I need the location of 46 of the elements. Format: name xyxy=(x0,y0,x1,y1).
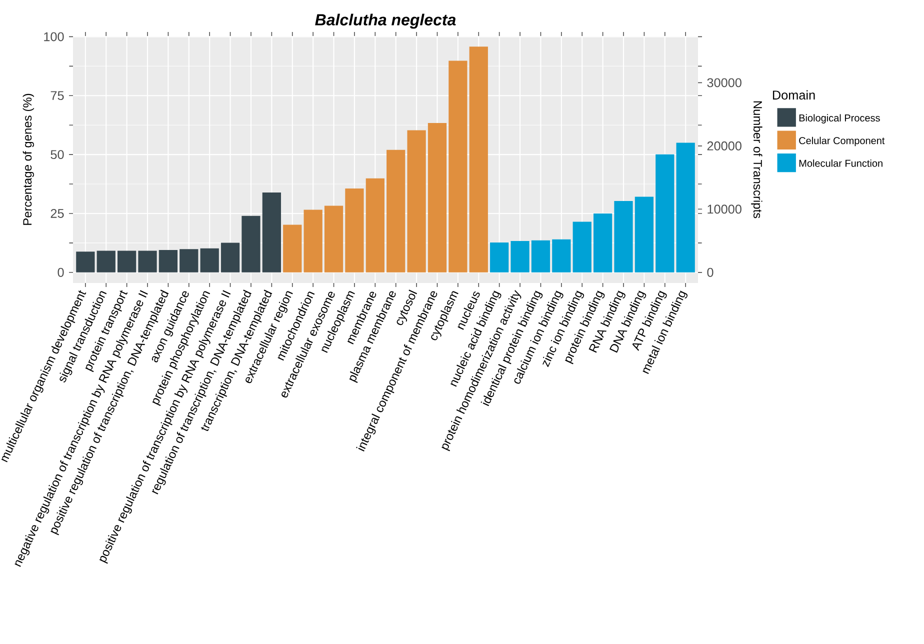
bar xyxy=(428,122,447,272)
legend-label: Biological Process xyxy=(799,114,880,124)
y2-tick-label: 0 xyxy=(707,268,714,277)
bar xyxy=(138,250,157,272)
bar xyxy=(656,154,674,272)
bar xyxy=(614,200,633,272)
y-tick-label: 50 xyxy=(50,150,64,160)
y2-axis-title: Number of Transcripts xyxy=(751,101,762,218)
bar xyxy=(96,250,116,272)
chart-title: Balclutha neglecta xyxy=(315,14,456,29)
bar xyxy=(158,250,178,272)
legend-label: Celular Component xyxy=(799,136,885,146)
bar xyxy=(304,210,322,272)
bar xyxy=(180,249,198,272)
y2-tick-label: 30000 xyxy=(707,78,742,88)
bar xyxy=(200,248,219,272)
y-axis-title: Percentage of genes (%) xyxy=(22,94,34,225)
y2-tick-label: 20000 xyxy=(707,141,742,150)
bar xyxy=(634,196,654,272)
bar xyxy=(676,142,695,272)
bar xyxy=(448,60,468,272)
bar xyxy=(262,192,281,272)
bar xyxy=(324,206,344,272)
y-tick-label: 0 xyxy=(58,268,64,277)
y-tick-label: 75 xyxy=(50,91,64,100)
legend-label: Molecular Function xyxy=(799,160,882,167)
bar xyxy=(345,188,364,272)
bar xyxy=(572,222,592,272)
y-tick-label: 25 xyxy=(50,208,64,218)
legend-title: Domain xyxy=(772,90,815,100)
bar xyxy=(118,250,136,272)
y2-tick-label: 10000 xyxy=(708,204,742,214)
bar xyxy=(552,239,571,272)
bar xyxy=(510,241,530,272)
bar xyxy=(366,178,384,272)
bar xyxy=(283,224,302,272)
bar xyxy=(490,242,509,272)
y-tick-label: 100 xyxy=(44,32,64,42)
bar xyxy=(242,216,260,272)
bar xyxy=(220,242,240,272)
bar xyxy=(469,46,488,272)
bar xyxy=(76,252,95,272)
bar xyxy=(407,130,426,272)
bar xyxy=(531,240,550,272)
bar xyxy=(594,213,612,272)
bar xyxy=(386,150,406,272)
